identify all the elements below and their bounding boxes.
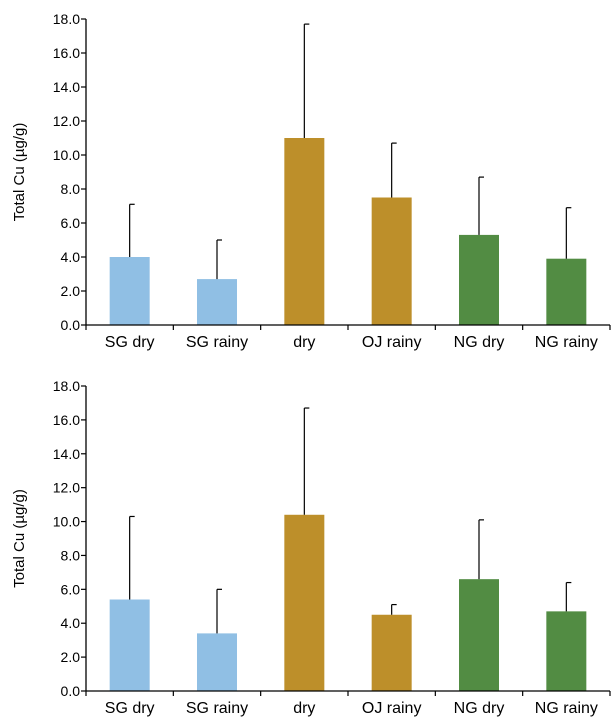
y-axis-title-0: Total Cu (µg/g) — [11, 123, 28, 222]
y-tick-label-1-1: 2.0 — [61, 649, 81, 665]
x-tick-label-1-5: NG rainy — [535, 700, 598, 717]
bar-1-5 — [546, 611, 587, 691]
y-tick-label-0-6: 12.0 — [53, 113, 80, 129]
y-tick-label-1-7: 14.0 — [53, 446, 80, 462]
bar-1-1 — [197, 633, 237, 691]
x-tick-label-1-4: NG dry — [454, 700, 505, 717]
y-tick-label-1-3: 6.0 — [61, 581, 81, 597]
y-tick-label-0-9: 18.0 — [53, 11, 80, 27]
bar-0-3 — [371, 197, 412, 325]
x-tick-label-0-2: dry — [293, 334, 315, 351]
y-tick-label-1-9: 18.0 — [53, 378, 80, 394]
y-tick-label-0-2: 4.0 — [61, 249, 81, 265]
y-tick-label-1-5: 10.0 — [53, 514, 80, 530]
bar-0-2 — [284, 138, 325, 325]
x-tick-label-0-3: OJ rainy — [362, 334, 422, 351]
y-tick-label-1-6: 12.0 — [53, 480, 80, 496]
y-axis-title-1: Total Cu (µg/g) — [11, 489, 28, 588]
x-tick-label-1-2: dry — [293, 700, 315, 717]
x-tick-label-1-0: SG dry — [105, 700, 155, 717]
bar-0-0 — [109, 257, 150, 325]
chart-bottom: 0.0 2.0 4.0 6.0 8.0 10.0 12.0 14.0 16.0 18.0 SG dr… — [11, 378, 611, 717]
x-tick-label-0-0: SG dry — [105, 334, 155, 351]
x-tick-label-0-4: NG dry — [454, 334, 505, 351]
bar-0-4 — [459, 234, 499, 325]
y-tick-label-1-2: 4.0 — [61, 615, 81, 631]
x-tick-label-1-3: OJ rainy — [362, 700, 422, 717]
chart-top: 0.0 2.0 4.0 6.0 8.0 10.0 12.0 14.0 16.0 18.0 SG dr… — [11, 11, 611, 351]
x-tick-label-0-1: SG rainy — [186, 334, 248, 351]
y-tick-label-0-4: 8.0 — [61, 181, 81, 197]
y-tick-label-0-0: 0.0 — [61, 317, 81, 333]
bar-1-2 — [284, 514, 325, 691]
bar-1-0 — [109, 599, 150, 691]
x-tick-label-1-1: SG rainy — [186, 700, 248, 717]
y-tick-label-0-3: 6.0 — [61, 215, 81, 231]
y-tick-label-1-8: 16.0 — [53, 412, 80, 428]
bar-1-3 — [371, 614, 412, 691]
y-tick-label-1-0: 0.0 — [61, 683, 81, 699]
y-tick-label-0-1: 2.0 — [61, 283, 81, 299]
y-tick-label-1-4: 8.0 — [61, 547, 81, 563]
x-tick-label-0-5: NG rainy — [535, 334, 598, 351]
bar-0-1 — [197, 279, 237, 325]
bar-0-5 — [546, 258, 587, 325]
y-tick-label-0-7: 14.0 — [53, 79, 80, 95]
y-tick-label-0-5: 10.0 — [53, 147, 80, 163]
y-tick-label-0-8: 16.0 — [53, 45, 80, 61]
bar-1-4 — [459, 579, 499, 691]
